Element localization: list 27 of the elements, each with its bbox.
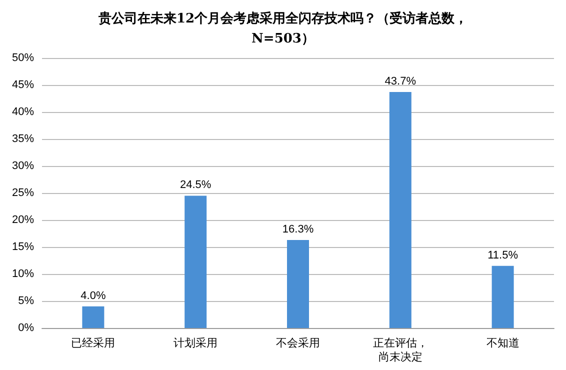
y-tick-label: 50% (12, 52, 34, 64)
y-tick-label: 0% (18, 322, 34, 334)
x-tick-label: 不知道 (486, 336, 520, 350)
y-tick-label: 30% (12, 160, 34, 172)
y-tick-label: 5% (18, 295, 34, 307)
data-label: 4.0% (80, 290, 106, 302)
bar (184, 196, 207, 328)
bar (492, 266, 514, 328)
y-tick-label: 35% (12, 133, 34, 145)
y-tick-label: 10% (12, 268, 34, 280)
x-tick-label: 计划采用 (174, 336, 218, 350)
bar (287, 240, 309, 328)
data-label: 16.3% (282, 223, 314, 236)
y-tick-label: 45% (12, 79, 34, 91)
data-label: 43.7% (384, 76, 416, 88)
y-tick-label: 25% (12, 187, 34, 199)
bar (82, 306, 104, 328)
bar (389, 92, 412, 328)
data-label: 11.5% (488, 249, 518, 262)
y-tick-label: 20% (12, 214, 34, 226)
y-tick-label: 40% (12, 106, 34, 118)
data-label: 24.5% (180, 179, 212, 192)
chart-title: 贵公司在未来12个月会考虑采用全闪存技术吗？（受访者总数，N=503） (97, 10, 468, 46)
y-tick-label: 15% (12, 241, 34, 253)
x-tick-label: 已经采用 (71, 336, 116, 350)
x-tick-label: 正在评估，尚末决定 (372, 336, 428, 364)
x-tick-label: 不会采用 (276, 336, 320, 350)
